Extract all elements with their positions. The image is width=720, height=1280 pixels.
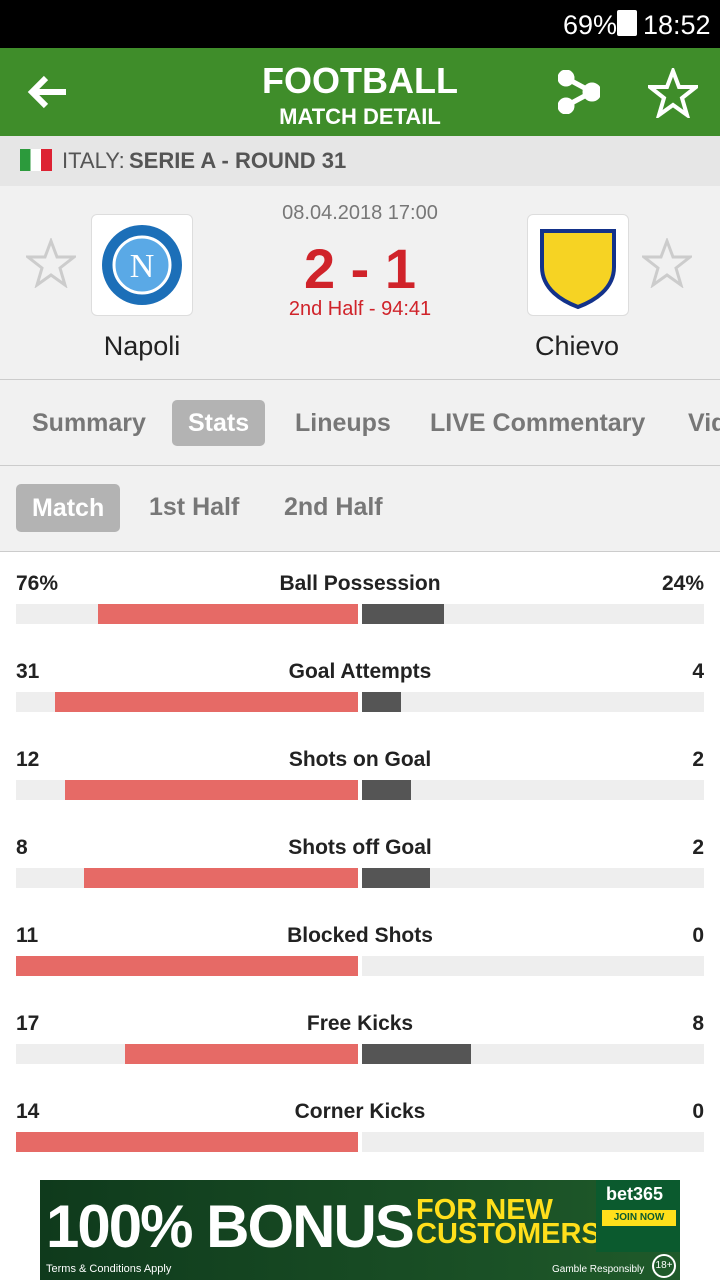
home-team: Napoli (103, 331, 181, 361)
tab-bar: Summary Stats Lineups LIVE Commentary Vi… (0, 380, 720, 466)
league-country: ITALY: (62, 148, 125, 173)
flag (20, 149, 52, 171)
bar-track (362, 692, 704, 712)
bar-track (362, 780, 704, 800)
clock: 18:52 (643, 10, 711, 40)
home-favorite[interactable] (26, 238, 76, 288)
svg-text:N: N (130, 248, 155, 285)
home-bar (55, 692, 358, 712)
stat-name: Shots on Goal (288, 748, 432, 771)
away-bar (362, 692, 402, 712)
stats-list: 76% Ball Possession 24% 31 Goal Attempts 4 12 S… (0, 552, 720, 1172)
ad-age: 18+ (652, 1254, 676, 1278)
stat-name: Blocked Shots (287, 924, 433, 947)
ad-button[interactable]: JOIN NOW (602, 1210, 676, 1226)
stat-name: Shots off Goal (288, 836, 432, 859)
stat-name: Goal Attempts (288, 660, 432, 683)
favorite-button[interactable] (648, 68, 698, 118)
ad-tagline: FOR NEW CUSTOMERS (416, 1196, 601, 1249)
home-logo: N (91, 214, 193, 316)
match-datetime: 08.04.2018 17:00 (282, 202, 438, 224)
ad-brand: bet365 (606, 1184, 664, 1204)
subtab[interactable]: 2nd Half (284, 493, 383, 521)
home-bar (16, 1132, 358, 1152)
app-header: FOOTBALL MATCH DETAIL (0, 48, 720, 136)
header-subtitle: MATCH DETAIL (279, 104, 441, 129)
tab[interactable]: Stats (172, 400, 266, 446)
tab[interactable]: LIVE Commentary (430, 409, 646, 437)
away-favorite[interactable] (642, 238, 692, 288)
away-bar (362, 868, 431, 888)
home-value: 17 (16, 1012, 40, 1035)
away-value: 0 (692, 924, 704, 947)
match-score: 2 - 1 (303, 237, 417, 300)
home-value: 31 (16, 660, 40, 683)
league-bar: ITALY: SERIE A - ROUND 31 (0, 136, 720, 186)
subtab-bar: Match 1st Half 2nd Half (0, 466, 720, 552)
back-button[interactable] (26, 74, 68, 110)
away-value: 2 (692, 836, 704, 859)
ad-terms: Terms & Conditions Apply (46, 1263, 172, 1275)
subtab[interactable]: Match (16, 484, 121, 532)
tab[interactable]: Summary (32, 409, 146, 437)
battery-level: 69% (563, 10, 618, 40)
home-bar (84, 868, 358, 888)
home-bar (98, 604, 358, 624)
away-value: 2 (692, 748, 704, 771)
bar-track (362, 956, 704, 976)
home-bar (64, 780, 358, 800)
away-team: Chievo (534, 331, 620, 361)
match-header: N 08.04.2018 17:00 2 - 1 2nd Half - 94:4… (0, 186, 720, 380)
league-name: SERIE A - ROUND 31 (129, 148, 347, 173)
stat-name: Corner Kicks (294, 1100, 426, 1123)
ad-tagline-1: FOR NEW (416, 1194, 553, 1226)
home-value: 12 (16, 748, 40, 771)
away-bar (362, 604, 445, 624)
subtab[interactable]: 1st Half (149, 493, 240, 521)
home-bar (16, 956, 358, 976)
tab[interactable]: Video (688, 409, 720, 437)
away-bar (362, 1044, 472, 1064)
tab[interactable]: Lineups (295, 409, 391, 437)
stat-name: Free Kicks (306, 1012, 414, 1035)
away-value: 8 (692, 1012, 704, 1035)
bar-track (362, 868, 704, 888)
away-bar (362, 780, 411, 800)
home-value: 14 (16, 1100, 40, 1123)
ad-banner[interactable]: 100% BONUS FOR NEW CUSTOMERS bet365 JOIN … (40, 1180, 680, 1280)
ad-tagline-2: CUSTOMERS (416, 1218, 601, 1250)
header-title: FOOTBALL (262, 60, 458, 101)
bar-track (362, 1132, 704, 1152)
ad-gamble: Gamble Responsibly (552, 1264, 645, 1275)
away-value: 0 (692, 1100, 704, 1123)
away-logo (527, 214, 629, 316)
home-bar (125, 1044, 358, 1064)
bar-track (362, 604, 704, 624)
battery-icon (617, 10, 637, 36)
ad-headline: 100% BONUS (46, 1193, 415, 1260)
away-value: 24% (661, 572, 704, 595)
status-bar: 69% 18:52 (0, 0, 720, 48)
home-value: 76% (16, 572, 59, 595)
share-button[interactable] (558, 70, 600, 114)
match-status: 2nd Half - 94:41 (288, 298, 432, 320)
home-value: 11 (16, 924, 39, 947)
stat-name: Ball Possession (279, 572, 441, 595)
away-value: 4 (692, 660, 704, 683)
home-value: 8 (16, 836, 28, 859)
